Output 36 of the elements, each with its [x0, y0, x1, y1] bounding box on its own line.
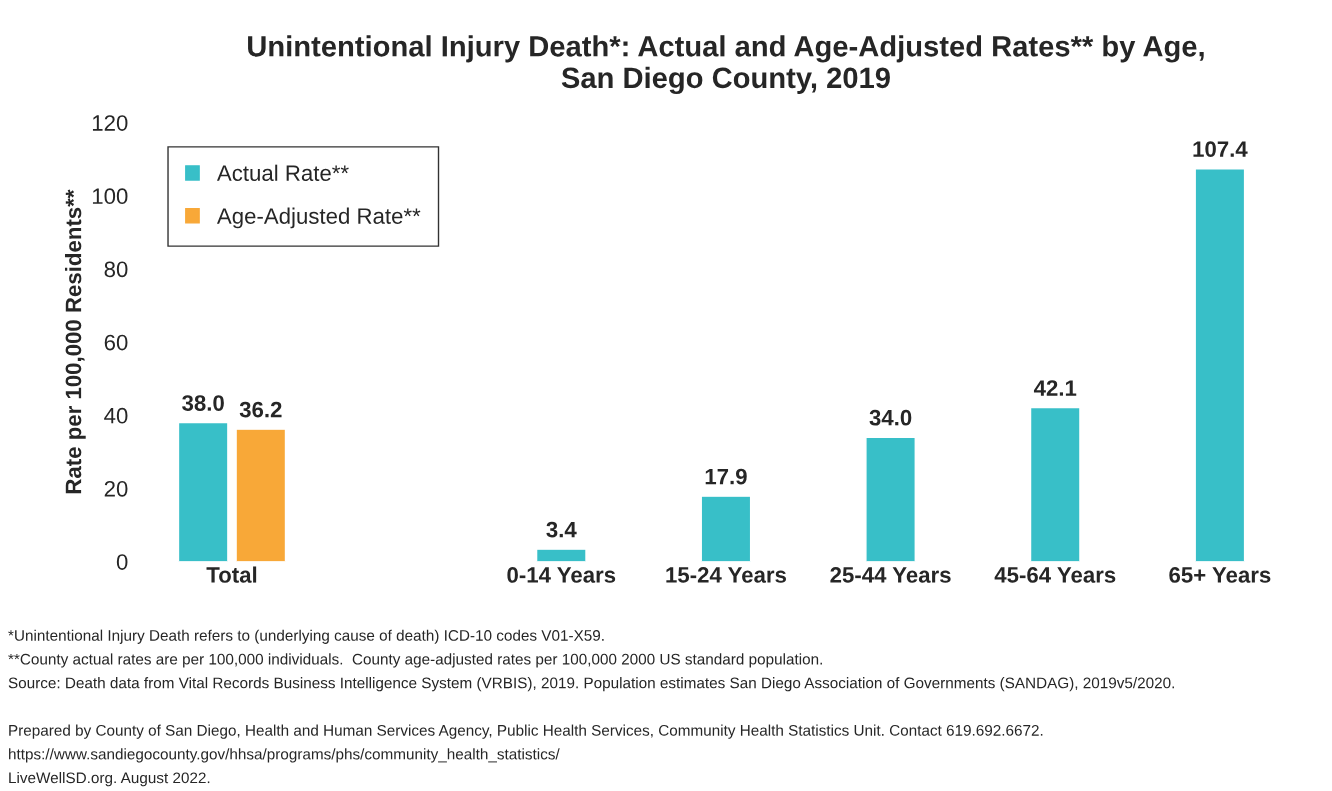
source-note: Source: Death data from Vital Records Business Intelligence System (VRBIS), 2019. Population estimates San Diego Association of Governments (SANDAG), 2019v5/2020. [8, 677, 1174, 692]
y-tick-label: 60 [104, 334, 128, 351]
chart-title: Unintentional Injury Death*: Actual and Age-Adjusted Rates** by Age, San Diego County, 2019 [248, 35, 1204, 95]
x-tick-label: 45-64 Years [994, 567, 1116, 583]
x-tick-label: 25-44 Years [830, 567, 951, 583]
bar [535, 548, 587, 562]
x-tick-label: 65+ Years [1169, 567, 1271, 583]
text: LiveWellSD.org. August 2022. [9, 772, 210, 787]
text: 3.4 [546, 521, 577, 538]
x-tick-label: Total [206, 566, 257, 583]
y-tick-label: 0 [116, 554, 128, 570]
text: 38.0 [182, 395, 224, 411]
text: https://www.sandiegocounty.gov/hhsa/programs/phs/community_health_statistics/ [9, 748, 560, 763]
legend-label: Actual Rate** [216, 164, 349, 181]
y-tick-label: 120 [92, 115, 128, 131]
x-tick-label: 15-24 Years [666, 567, 787, 583]
bar [700, 495, 752, 562]
bar [235, 428, 287, 562]
text: 42.1 [1033, 380, 1077, 396]
bar [1029, 406, 1081, 562]
legend-label: Age-Adjusted Rate** [216, 207, 421, 229]
y-tick-label: 40 [104, 407, 128, 424]
bar [1194, 168, 1246, 562]
text: 17.9 [705, 468, 747, 485]
y-tick-label: 20 [104, 480, 128, 497]
text: **County actual rates are per 100,000 individuals. County age-adjusted rates per 100,000 2000 US standard population. [8, 653, 822, 668]
text: 107.4 [1193, 141, 1248, 157]
text: *Unintentional Injury Death refers to (underlying cause of death) ICD-10 codes V01-X59. [8, 629, 604, 644]
y-axis-title: Rate per 100,000 Residents** [65, 189, 86, 494]
text: 36.2 [239, 401, 282, 418]
text: 34.0 [869, 409, 912, 426]
y-tick-label: 100 [92, 188, 128, 205]
y-tick-label: 80 [104, 261, 128, 278]
x-tick-label: 0-14 Years [507, 567, 616, 583]
bar [865, 436, 916, 562]
text: Prepared by County of San Diego, Health and Human Services Agency, Public Health Services, Community Health Statistics Unit. Contact 619.692.6672. [9, 724, 1043, 739]
